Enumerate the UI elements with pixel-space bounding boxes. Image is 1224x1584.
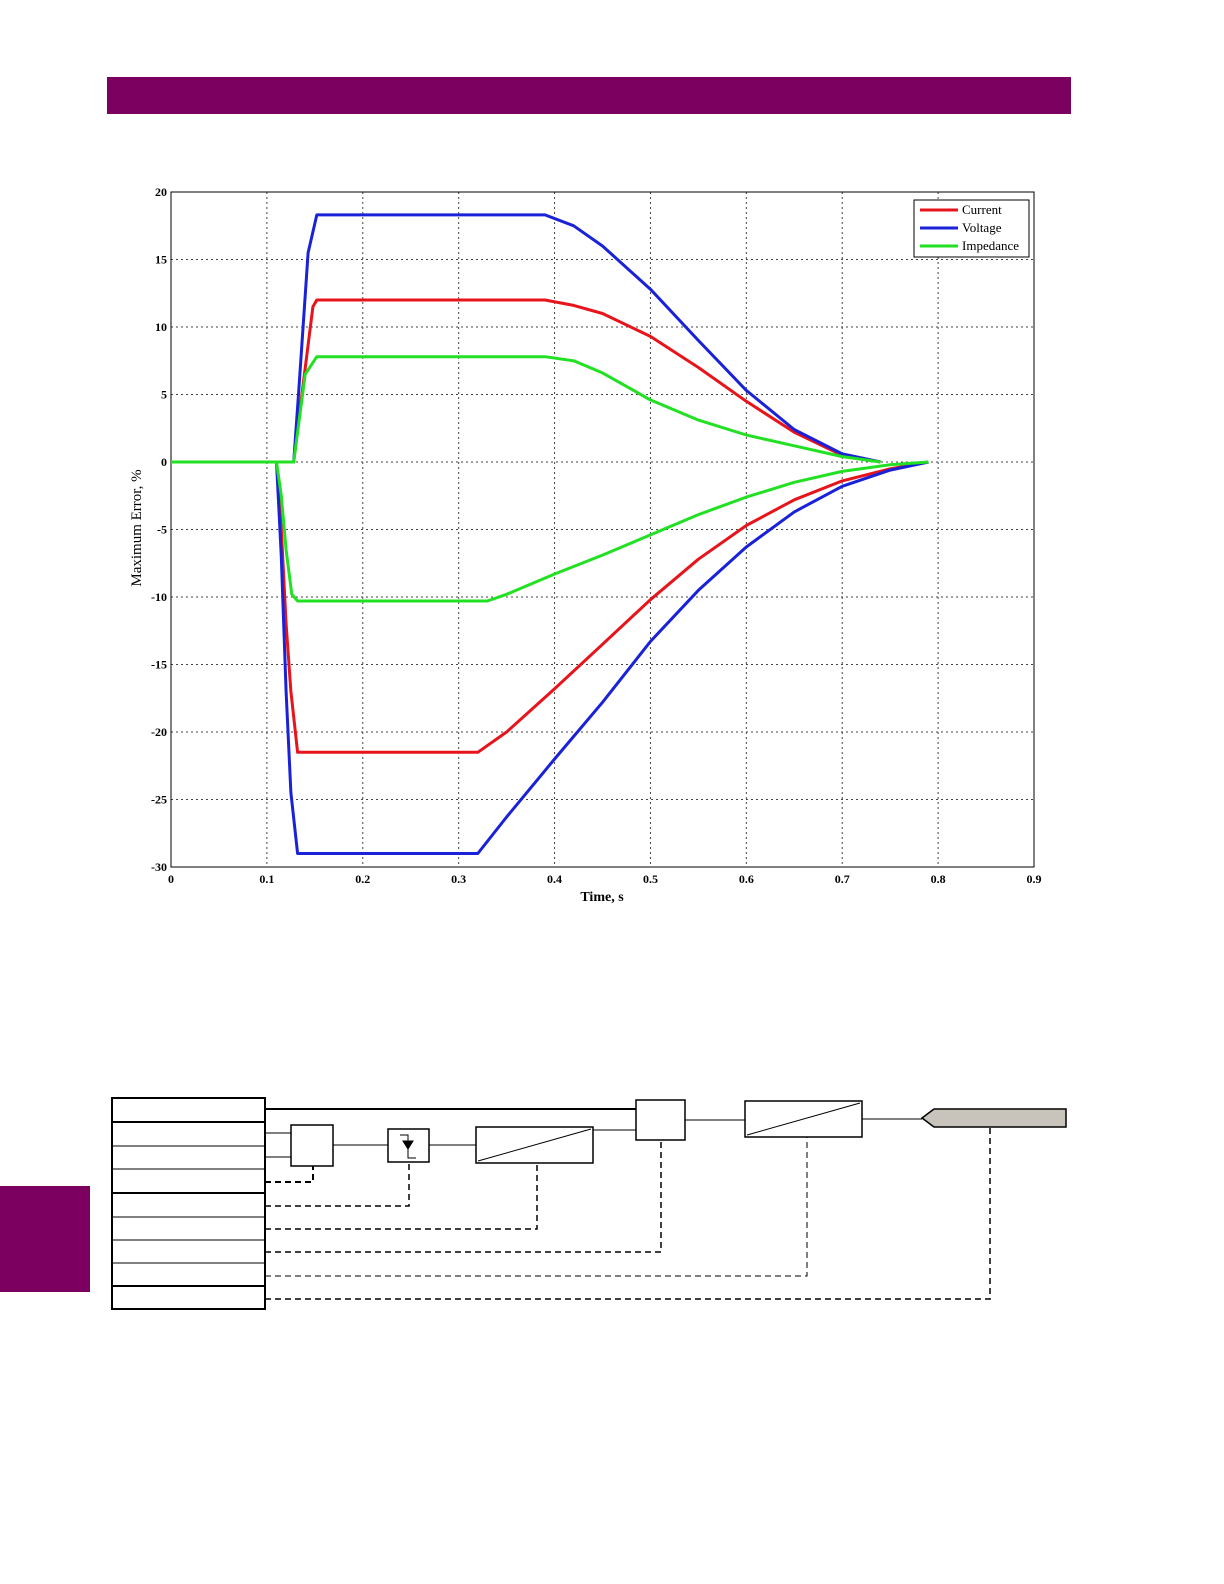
edge-step-icon [400,1134,416,1159]
x-tick-label: 0.2 [355,872,370,886]
y-tick-label: -25 [151,793,167,807]
chart-grid [171,192,1034,867]
y-tick-label: -10 [151,590,167,604]
y-tick-label: -20 [151,725,167,739]
edge-arrow-icon [402,1140,414,1150]
timer-block-2 [744,1100,863,1138]
y-tick-label: 5 [161,388,167,402]
series-line-current-lower [171,460,929,754]
x-tick-label: 0.9 [1027,872,1042,886]
and-gate-block [635,1099,686,1141]
x-tick-label: 0.8 [931,872,946,886]
x-tick-label: 0 [168,872,174,886]
x-tick-label: 0.7 [835,872,850,886]
chapter-side-tab [0,1186,90,1292]
input-block [290,1124,334,1167]
legend-label-voltage: Voltage [962,220,1002,235]
timer-block-1 [475,1126,594,1164]
series-line-voltage-lower [171,460,929,855]
series-line-impedance-upper [171,355,881,464]
x-tick-label: 0.4 [547,872,562,886]
output-operand [920,1108,1067,1128]
legend: Current Voltage Impedance [913,199,1030,258]
timer-ramp-2 [746,1102,861,1136]
timer-ramp-1 [477,1128,592,1162]
legend-label-impedance: Impedance [962,238,1019,253]
y-tick-label: 20 [155,185,167,199]
x-axis-label: Time, s [580,890,624,905]
series-lines [171,213,929,855]
series-line-current-upper [171,298,881,464]
plot-frame [170,191,1035,868]
setting-link [265,1137,808,1277]
series-line-impedance-lower [171,460,929,603]
y-tick-labels: 20 15 10 5 0 -5 -10 -15 -20 -25 -30 [151,185,167,874]
x-tick-label: 0.5 [643,872,658,886]
block-glyphs [400,1102,861,1162]
header-bar [107,77,1071,114]
setting-link [265,1162,410,1207]
setting-link [265,1140,662,1253]
logic-blocks [290,1099,1067,1167]
series-line-voltage-upper [171,213,881,464]
setting-links [265,1127,991,1300]
error-chart: 0 0.1 0.2 0.3 0.4 0.5 0.6 0.7 0.8 0.9 20 15 10 5 0 -5 -… [129,185,1042,905]
signal-lines [265,1108,922,1158]
y-tick-label: 0 [161,455,167,469]
y-tick-label: 15 [155,253,167,267]
settings-table-frame [111,1097,266,1310]
setting-link [265,1163,538,1230]
setting-link [265,1127,991,1300]
edge-detector-block [387,1128,430,1163]
x-tick-label: 0.3 [451,872,466,886]
legend-label-current: Current [962,202,1002,217]
settings-table [111,1097,266,1310]
x-tick-label: 0.6 [739,872,754,886]
x-tick-labels: 0 0.1 0.2 0.3 0.4 0.5 0.6 0.7 0.8 0.9 [168,872,1042,886]
y-tick-label: -30 [151,860,167,874]
setting-link [265,1166,314,1183]
y-axis-label: Maximum Error, % [129,469,145,586]
x-tick-label: 0.1 [259,872,274,886]
y-tick-label: -5 [157,523,167,537]
y-tick-label: -15 [151,658,167,672]
y-tick-label: 10 [155,320,167,334]
